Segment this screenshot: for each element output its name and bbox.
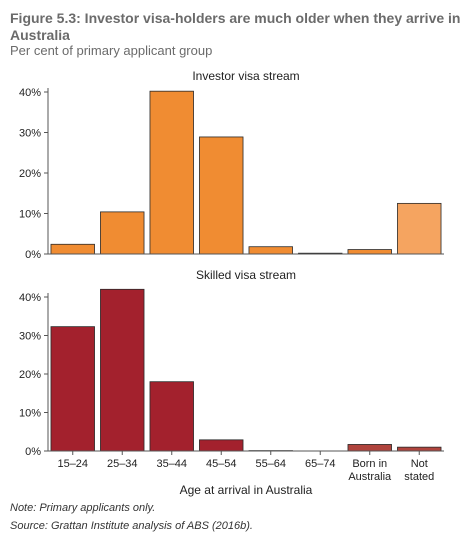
skilled-bar-1 [100,288,145,452]
skilled-panel-title: Skilled visa stream [196,268,296,282]
investor-bar-7 [397,202,442,255]
investor-y-tick-label: 20% [19,168,41,180]
investor-bar-0 [50,243,95,255]
figure-title: Figure 5.3: Investor visa-holders are mu… [10,10,461,43]
skilled-y-tick-label: 20% [19,369,41,381]
x-tick-label: 25–34 [107,458,138,470]
investor-y-tick-label: 10% [19,209,41,221]
x-tick-label: 65–74 [305,458,336,470]
investor-bar-4 [248,246,293,255]
skilled-bar-6 [347,444,392,452]
investor-bar-1 [100,211,145,255]
figure-subtitle: Per cent of primary applicant group [10,43,213,58]
skilled-y-tick-label: 30% [19,331,41,343]
x-tick-label: 15–24 [57,458,88,470]
x-tick-label: 55–64 [255,458,286,470]
investor-y-tick-label: 40% [19,87,41,99]
source-text: Source: Grattan Institute analysis of AB… [10,520,253,532]
x-tick-label: 45–54 [206,458,237,470]
investor-y-tick-label: 30% [19,128,41,140]
skilled-bar-0 [50,326,95,452]
skilled-bar-2 [149,381,194,452]
x-tick-label: stated [404,471,434,483]
investor-panel-title: Investor visa stream [192,69,299,83]
skilled-y-tick-label: 40% [19,292,41,304]
skilled-y-tick-label: 0% [25,446,41,458]
investor-bar-2 [149,90,194,255]
investor-y-tick-label: 0% [25,249,41,261]
skilled-bar-7 [397,446,442,452]
investor-bar-6 [347,249,392,255]
skilled-y-tick-label: 10% [19,408,41,420]
investor-bar-3 [199,136,244,255]
x-axis-label: Age at arrival in Australia [180,483,313,497]
x-tick-label: Born in [352,458,387,470]
skilled-bar-3 [199,439,244,452]
x-tick-label: Australia [348,471,392,483]
x-tick-label: 35–44 [156,458,187,470]
note-text: Note: Primary applicants only. [10,502,156,514]
x-tick-label: Not [411,458,428,470]
